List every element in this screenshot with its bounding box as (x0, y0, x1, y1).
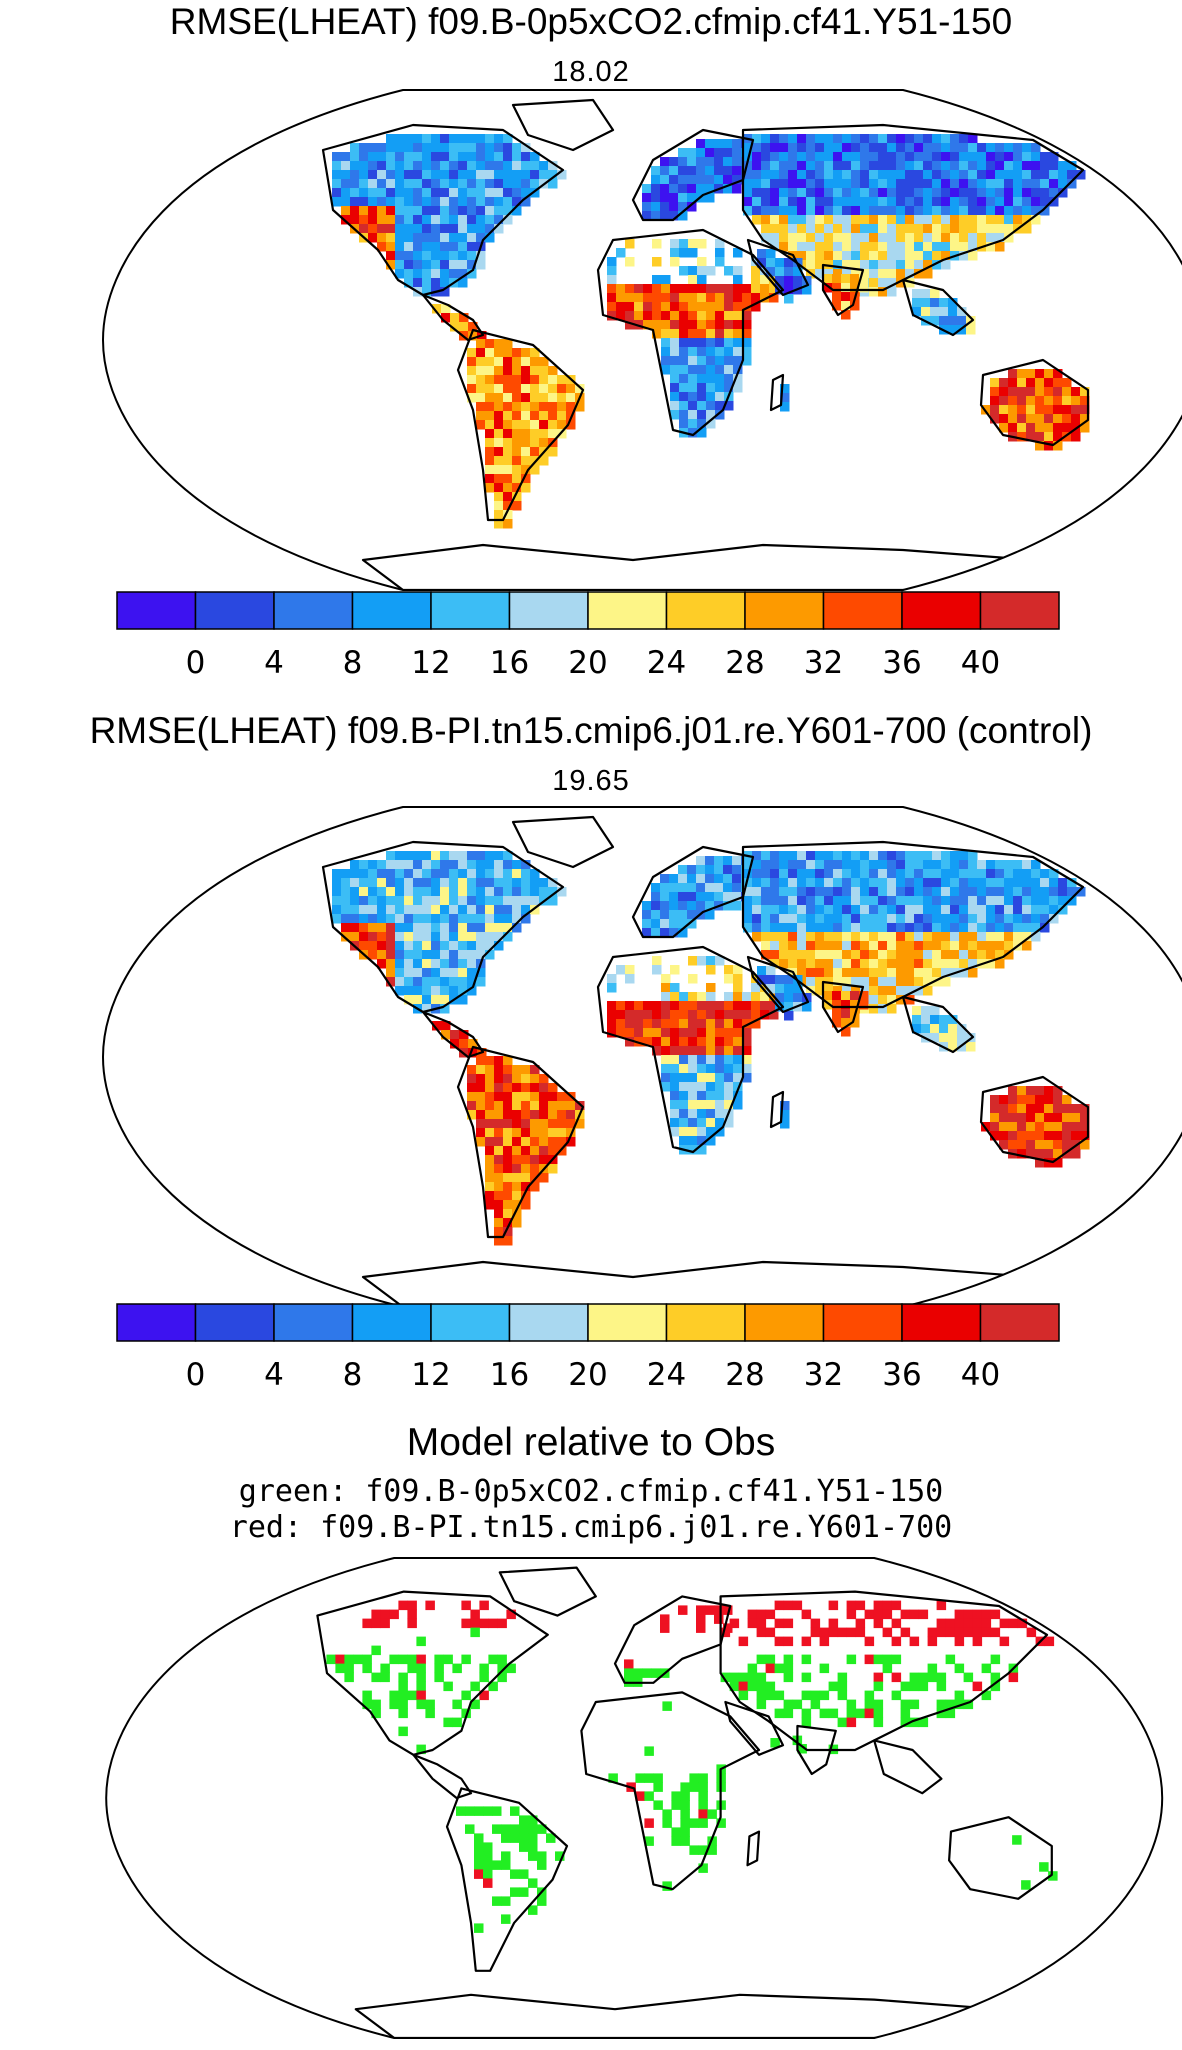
colorbar-tick-label: 8 (343, 1357, 363, 1390)
colorbar-swatch (822, 1303, 903, 1342)
colorbar-swatch (587, 1303, 668, 1342)
colorbar-swatch (508, 591, 589, 630)
colorbar-tick-label: 28 (725, 645, 764, 678)
colorbar-swatch (194, 591, 275, 630)
colorbar-tick-label: 8 (343, 645, 363, 678)
colorbar-tick-label: 0 (186, 1357, 206, 1390)
colorbar-swatch (744, 1303, 825, 1342)
colorbar-tick-label: 40 (961, 645, 1000, 678)
colorbar-swatch (351, 591, 432, 630)
colorbar-swatch (979, 1303, 1060, 1342)
colorbar-swatch (901, 591, 982, 630)
comparison-title: Model relative to Obs (406, 1421, 776, 1464)
panel1-colorbar: 0 4 8 12 16 20 24 28 32 36 40 (116, 591, 1060, 678)
colorbar-swatch (273, 1303, 354, 1342)
colorbar-tick-label: 4 (264, 645, 284, 678)
panel1-map (101, 89, 1182, 591)
colorbar-tick-label: 16 (490, 645, 529, 678)
colorbar-swatch (194, 1303, 275, 1342)
colorbar-tick-label: 36 (882, 1357, 921, 1390)
panel2-title: RMSE(LHEAT) f09.B-PI.tn15.cmip6.j01.re.Y… (89, 710, 1093, 751)
colorbar-swatch (587, 591, 668, 630)
colorbar-tick-label: 32 (804, 645, 843, 678)
colorbar-swatch (116, 1303, 197, 1342)
colorbar-swatch (744, 591, 825, 630)
colorbar-tick-label: 24 (647, 645, 686, 678)
colorbar-swatch (430, 1303, 511, 1342)
colorbar-tick-label: 16 (490, 1357, 529, 1390)
colorbar-swatch (508, 1303, 589, 1342)
colorbar-swatch (351, 1303, 432, 1342)
colorbar-tick-label: 20 (568, 645, 607, 678)
legend-red: red: f09.B-PI.tn15.cmip6.j01.re.Y601-700 (229, 1510, 953, 1545)
colorbar-swatch (901, 1303, 982, 1342)
legend-green: green: f09.B-0p5xCO2.cfmip.cf41.Y51-150 (238, 1474, 944, 1509)
colorbar-swatch (979, 591, 1060, 630)
comparison-map (105, 1557, 1164, 2039)
colorbar-tick-label: 36 (882, 645, 921, 678)
colorbar-tick-label: 32 (804, 1357, 843, 1390)
colorbar-tick-label: 0 (186, 645, 206, 678)
colorbar-swatch (273, 591, 354, 630)
colorbar-tick-label: 28 (725, 1357, 764, 1390)
colorbar-swatch (430, 591, 511, 630)
colorbar-tick-label: 40 (961, 1357, 1000, 1390)
colorbar-swatch (822, 591, 903, 630)
colorbar-swatch (665, 591, 746, 630)
panel1-global-value: 18.02 (552, 56, 630, 88)
panel2-global-value: 19.65 (552, 765, 630, 797)
panel1-title: RMSE(LHEAT) f09.B-0p5xCO2.cfmip.cf41.Y51… (169, 1, 1013, 42)
colorbar-tick-label: 12 (411, 1357, 450, 1390)
colorbar-tick-label: 12 (411, 645, 450, 678)
panel2-colorbar: 0 4 8 12 16 20 24 28 32 36 40 (116, 1303, 1060, 1390)
colorbar-swatch (116, 591, 197, 630)
colorbar-tick-label: 4 (264, 1357, 284, 1390)
colorbar-tick-label: 20 (568, 1357, 607, 1390)
colorbar-tick-label: 24 (647, 1357, 686, 1390)
colorbar-swatch (665, 1303, 746, 1342)
